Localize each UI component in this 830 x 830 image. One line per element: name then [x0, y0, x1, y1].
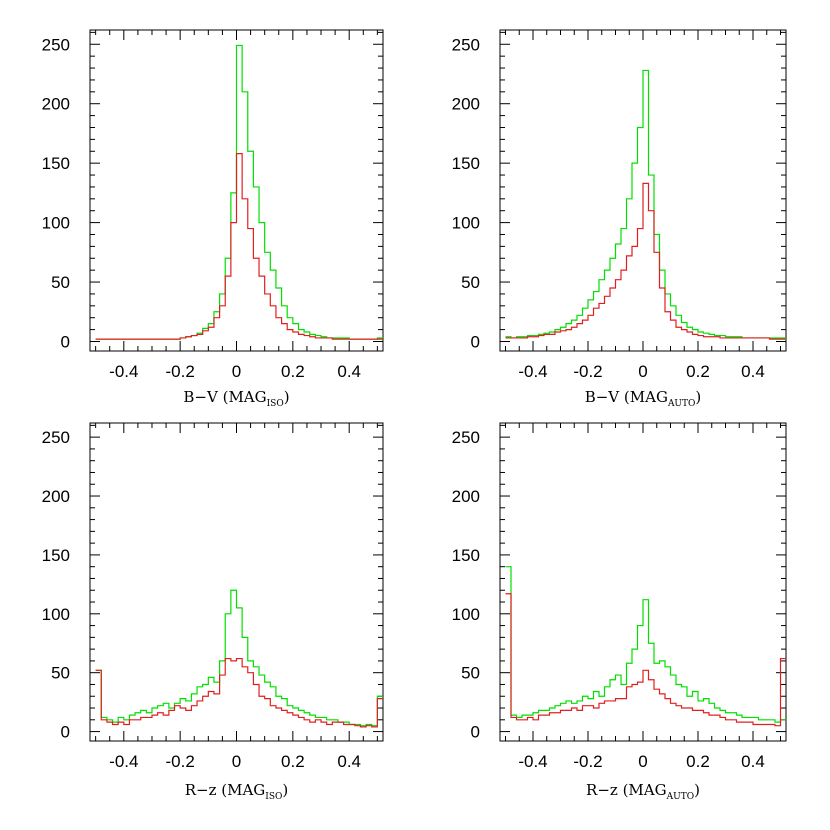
histogram-green — [95, 589, 383, 727]
x-tick-label: -0.2 — [573, 362, 602, 381]
x-axis-label: B−V (MAGAUTO) — [585, 388, 702, 409]
x-tick-label: 0.4 — [741, 362, 765, 381]
x-tick-label: -0.4 — [109, 362, 138, 381]
x-tick-label: 0.2 — [281, 362, 305, 381]
y-tick-label: 100 — [42, 214, 70, 233]
panel-bv-iso: -0.4 -0.2 0 0.2 0.4 0 50 100 150 200 250 B−V (MAGIS… — [42, 29, 384, 409]
y-tick-label: 0 — [61, 332, 70, 351]
x-tick-label: 0.2 — [686, 752, 710, 771]
plot-frame — [89, 422, 384, 742]
y-tick-label: 100 — [452, 214, 480, 233]
histogram-red — [95, 153, 383, 340]
y-tick-label: 100 — [42, 605, 70, 624]
x-tick-label: 0 — [232, 752, 241, 771]
y-tick-label: 100 — [452, 605, 480, 624]
y-tick-label: 150 — [452, 154, 480, 173]
y-tick-label: 0 — [471, 723, 480, 742]
y-tick-label: 50 — [461, 273, 480, 292]
plot-frame — [499, 422, 787, 742]
y-tick-label: 150 — [42, 546, 70, 565]
y-tick-label: 0 — [471, 332, 480, 351]
histogram-green — [505, 566, 786, 723]
x-tick-label: 0.4 — [337, 362, 361, 381]
histogram-red — [505, 593, 786, 727]
histogram-green — [95, 44, 383, 340]
histogram-red — [95, 657, 383, 728]
x-tick-label: -0.2 — [166, 362, 195, 381]
x-tick-label: 0 — [232, 362, 241, 381]
y-tick-label: 250 — [452, 35, 480, 54]
y-tick-label: 200 — [42, 487, 70, 506]
histogram-red — [505, 182, 786, 340]
x-tick-label: -0.4 — [109, 752, 138, 771]
y-tick-label: 50 — [51, 273, 70, 292]
x-tick-label: 0 — [638, 752, 647, 771]
y-tick-label: 150 — [42, 154, 70, 173]
x-tick-label: -0.2 — [166, 752, 195, 771]
x-tick-label: 0.4 — [741, 752, 765, 771]
y-tick-label: 200 — [452, 95, 480, 114]
y-tick-label: 150 — [452, 546, 480, 565]
y-tick-label: 0 — [61, 723, 70, 742]
x-tick-label: 0.2 — [281, 752, 305, 771]
panel-bv-auto: -0.4 -0.2 0 0.2 0.4 0 50 100 150 200 250 B−V (MAGAU… — [452, 29, 787, 409]
y-tick-label: 250 — [452, 428, 480, 447]
x-axis-label: R−z (MAGISO) — [185, 781, 289, 802]
x-tick-label: -0.2 — [573, 752, 602, 771]
x-tick-label: -0.4 — [518, 752, 547, 771]
x-axis-label: B−V (MAGISO) — [183, 388, 289, 409]
panel-rz-iso: -0.4 -0.2 0 0.2 0.4 0 50 100 150 200 250 R−z (MAGIS… — [42, 422, 384, 802]
x-tick-label: 0.2 — [686, 362, 710, 381]
y-tick-label: 200 — [42, 95, 70, 114]
x-axis-label: R−z (MAGAUTO) — [586, 781, 700, 802]
y-tick-label: 200 — [452, 487, 480, 506]
x-tick-label: 0 — [638, 362, 647, 381]
y-tick-label: 250 — [42, 428, 70, 447]
panel-rz-auto: -0.4 -0.2 0 0.2 0.4 0 50 100 150 200 250 R−z (MAGAU… — [452, 422, 787, 802]
y-tick-label: 50 — [51, 664, 70, 683]
x-tick-label: 0.4 — [337, 752, 361, 771]
x-tick-label: -0.4 — [518, 362, 547, 381]
histogram-green — [505, 69, 786, 339]
y-tick-label: 250 — [42, 35, 70, 54]
y-tick-label: 50 — [461, 664, 480, 683]
